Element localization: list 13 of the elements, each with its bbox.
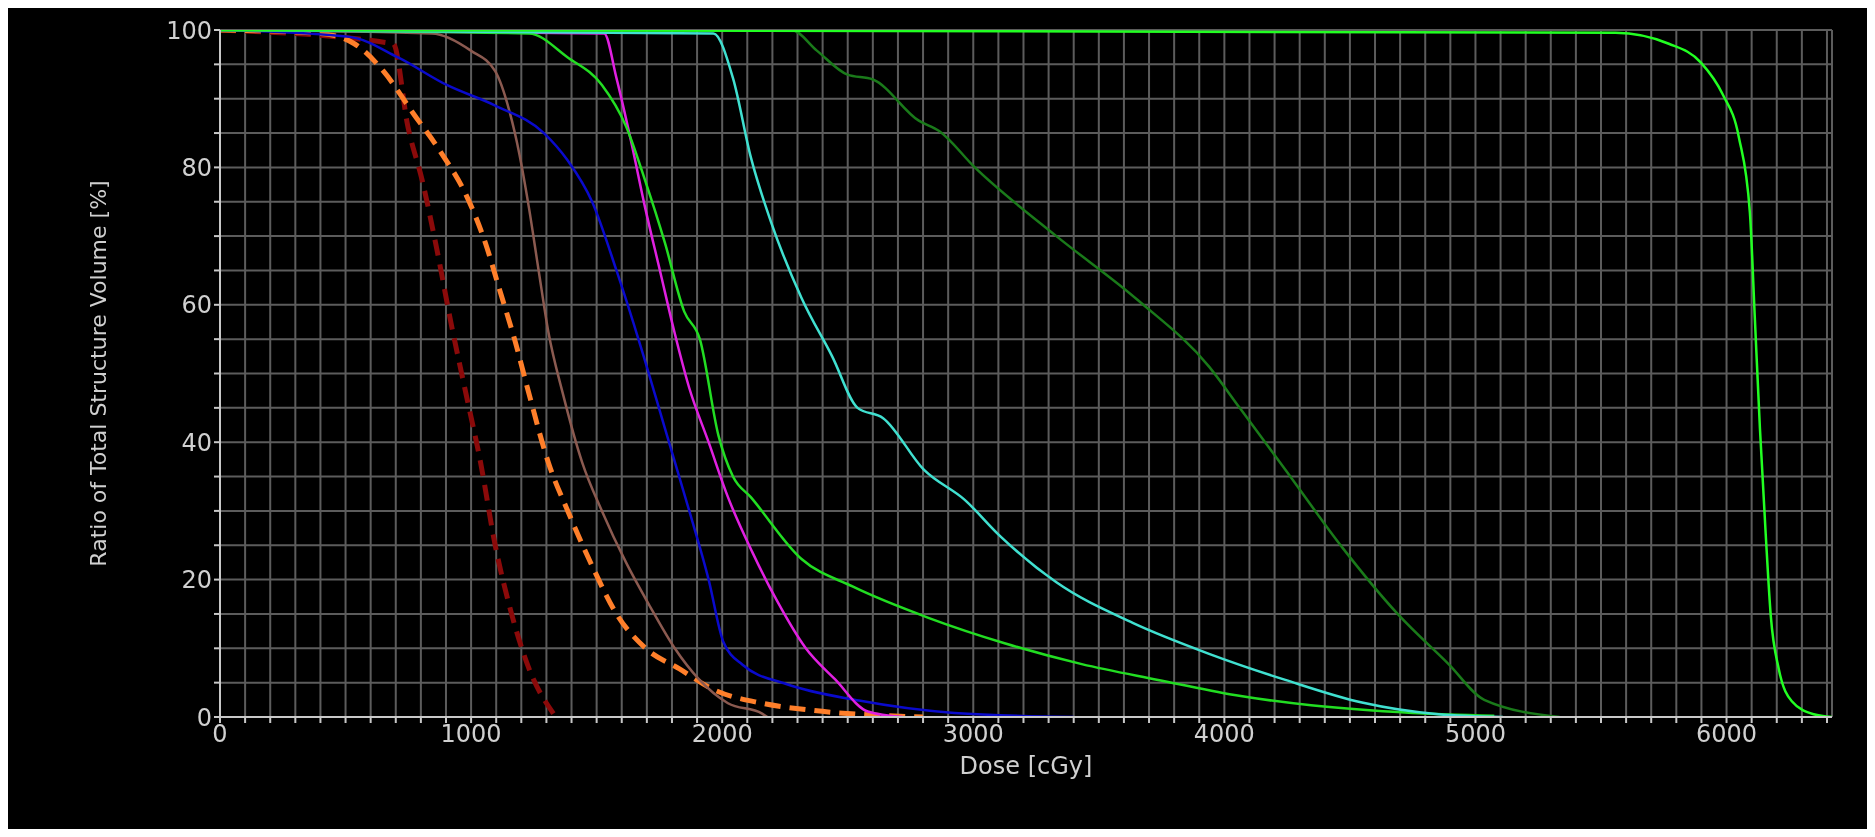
x-axis-title: Dose [cGy] xyxy=(959,752,1093,781)
y-tick-label: 100 xyxy=(166,16,212,45)
x-tick-label: 6000 xyxy=(1696,720,1758,749)
x-tick-label: 3000 xyxy=(942,720,1004,749)
y-tick-label: 20 xyxy=(181,566,212,595)
y-axis-title: Ratio of Total Structure Volume [%] xyxy=(85,180,111,567)
y-tick-label: 80 xyxy=(181,153,212,182)
x-tick-label: 4000 xyxy=(1193,720,1255,749)
x-tick-label: 2000 xyxy=(691,720,753,749)
y-tick-label: 60 xyxy=(181,291,212,320)
x-tick-label: 1000 xyxy=(440,720,502,749)
x-tick-label: 5000 xyxy=(1444,720,1506,749)
y-tick-label: 40 xyxy=(181,428,212,457)
